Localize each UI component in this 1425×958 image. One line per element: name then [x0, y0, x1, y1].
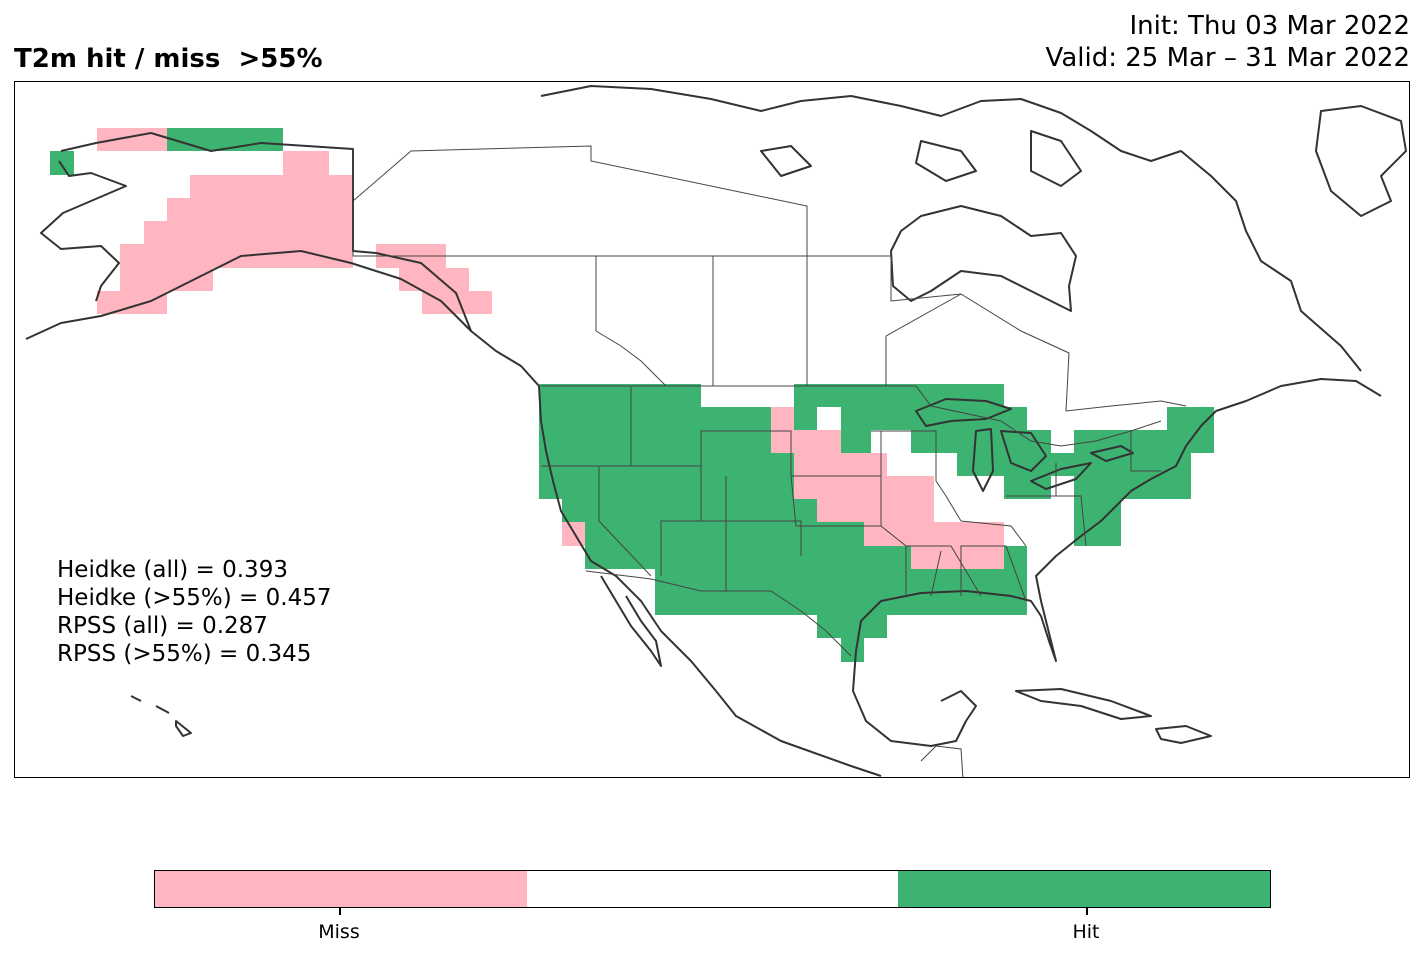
hit-cell-block	[1167, 407, 1214, 430]
arctic-coast	[540, 85, 1362, 372]
miss-swatch	[155, 871, 527, 907]
political-borders	[352, 145, 1187, 777]
cuba	[1015, 688, 1152, 720]
miss-label: Miss	[318, 921, 360, 943]
hit-cell-block	[841, 407, 1027, 430]
hit-cell-block	[771, 592, 817, 615]
coastlines	[25, 85, 1407, 777]
miss-cell-block	[771, 407, 794, 430]
miss-cell-block	[562, 522, 585, 546]
map-panel	[14, 81, 1410, 778]
lake-superior	[915, 398, 1012, 427]
miss-cell-block	[144, 221, 353, 244]
hit-cell-block	[817, 615, 887, 638]
hit-cell-block	[539, 453, 794, 476]
miss-cell-block	[771, 430, 841, 453]
hit-label: Hit	[1072, 921, 1100, 943]
hudson-bay	[890, 205, 1077, 312]
canadian-provinces	[352, 145, 962, 387]
miss-tick	[339, 908, 341, 915]
hit-cell-block	[957, 453, 1191, 476]
us-canada-48	[541, 385, 1162, 447]
valid-date: Valid: 25 Mar – 31 Mar 2022	[1045, 43, 1410, 73]
us-mexico-border	[585, 570, 852, 657]
lake-ontario	[1090, 445, 1134, 462]
hit-cell-block	[655, 592, 1027, 615]
miss-cell-block	[399, 268, 469, 291]
miss-cell-block	[97, 291, 167, 314]
miss-cell-block	[817, 499, 934, 522]
hit-cell-block	[539, 430, 771, 453]
miss-cell-block	[422, 291, 492, 314]
hit-cell-block	[1004, 476, 1051, 499]
hawaii	[130, 695, 192, 737]
hit-cell-block	[655, 569, 1027, 592]
miss-cell-block	[167, 198, 353, 221]
miss-cell-block	[120, 268, 213, 291]
us-states	[541, 386, 1161, 602]
canada-us-border	[352, 149, 1187, 412]
date-info: Init: Thu 03 Mar 2022 Valid: 25 Mar – 31…	[1046, 10, 1410, 74]
hit-swatch	[898, 871, 1271, 907]
hit-cell-block	[1074, 430, 1214, 453]
hit-cell-block	[539, 384, 701, 407]
heidke-55-score: Heidke (>55%) = 0.457	[57, 585, 332, 611]
miss-cell-block	[97, 128, 167, 151]
hit-cell-block	[1004, 546, 1027, 569]
miss-cell-block	[864, 522, 1004, 546]
hit-cell-block	[794, 407, 817, 430]
rpss-55-score: RPSS (>55%) = 0.345	[57, 641, 312, 667]
hit-cell-block	[1074, 476, 1191, 499]
mexico-states	[920, 745, 964, 777]
hit-cell-block	[539, 476, 794, 499]
hit-cell-block	[539, 407, 771, 430]
init-date: Init: Thu 03 Mar 2022	[1129, 11, 1410, 41]
heidke-all-score: Heidke (all) = 0.393	[57, 557, 288, 583]
hit-cell-block	[1074, 499, 1121, 522]
west-coast	[470, 330, 882, 777]
miss-cell-block	[283, 151, 329, 175]
hit-cell-block	[841, 430, 871, 453]
lake-michigan	[972, 428, 994, 492]
miss-cell-block	[794, 453, 887, 476]
map-title: T2m hit / miss >55%	[14, 44, 323, 74]
hit-cell-block	[585, 546, 911, 569]
hit-cell-block	[911, 430, 1051, 453]
hit-cell-block	[50, 151, 74, 175]
rpss-all-score: RPSS (all) = 0.287	[57, 613, 268, 639]
mexico-coast	[852, 650, 977, 747]
hit-cell-block	[794, 384, 1004, 407]
neutral-swatch	[526, 871, 899, 907]
hit-cell-block	[562, 499, 817, 522]
arctic-islands	[760, 105, 1407, 217]
miss-cell-block	[120, 244, 353, 268]
miss-cell-block	[794, 476, 934, 499]
gulf-coast	[855, 378, 1382, 662]
miss-cell-block	[190, 175, 353, 198]
hit-cell-block	[167, 128, 283, 151]
legend-colorbar	[154, 870, 1271, 908]
hit-cell-block	[841, 638, 864, 662]
lake-huron	[1000, 430, 1047, 472]
hit-tick	[1086, 908, 1088, 915]
forecast-map	[25, 85, 1407, 777]
verification-scores: Heidke (all) = 0.393 Heidke (>55%) = 0.4…	[57, 556, 331, 668]
hit-cell-block	[1074, 522, 1121, 546]
hispaniola	[1155, 725, 1212, 744]
